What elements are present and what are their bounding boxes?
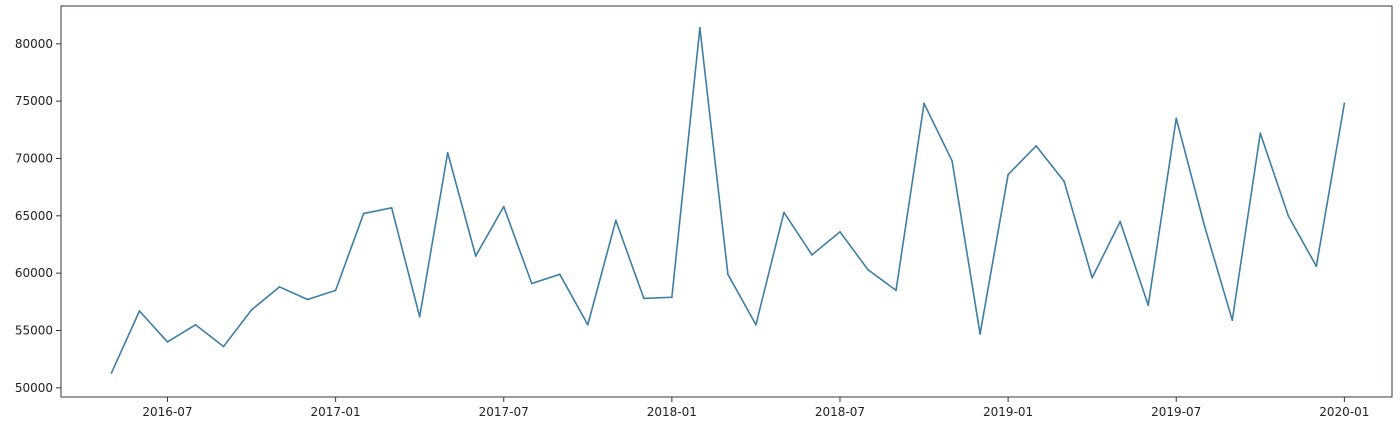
data-point: 2017-09: 59900 (558, 273, 561, 276)
data-point: 2019-02: 71100 (1035, 144, 1038, 147)
data-point: 2016-10: 56800 (250, 308, 253, 311)
data-point: 2016-11: 58800 (278, 286, 281, 288)
data-point: 2019-01: 68600 (1007, 173, 1010, 176)
data-point: 2017-07: 65800 (502, 205, 505, 208)
data-point: 2018-04: 55500 (755, 323, 757, 326)
data-point: 2018-11: 69800 (951, 159, 953, 162)
y-tick-label: 60000 (15, 266, 53, 280)
data-point: 2017-02: 65200 (362, 212, 365, 215)
data-point: 2017-01: 58500 (334, 289, 337, 292)
data-point: 2016-07: 54000 (166, 341, 169, 343)
data-point: 2016-08: 55500 (194, 323, 197, 326)
data-point: 2016-12: 57700 (306, 298, 309, 301)
x-tick-label: 2018-07 (815, 405, 865, 419)
x-tick-label: 2018-01 (647, 405, 697, 419)
data-point: 2018-07: 63600 (839, 230, 841, 233)
data-point: 2017-12: 57800 (642, 297, 645, 300)
data-point: 2018-05: 65300 (783, 211, 785, 214)
data-point: 2016-09: 53600 (222, 345, 225, 348)
y-tick-label: 50000 (15, 381, 53, 395)
data-point: 2016-06: 56700 (138, 310, 141, 312)
data-point: 2018-03: 59900 (727, 273, 729, 276)
x-tick-label: 2020-01 (1319, 405, 1369, 419)
y-axis: 50000 55000 60000 65000 70000 75000 80000 (15, 37, 61, 395)
data-point: 2019-07: 73500 (1175, 117, 1178, 120)
x-tick-label: 2016-07 (142, 405, 192, 419)
data-point: 2017-03: 65700 (390, 206, 393, 209)
data-point: 2017-05: 70500 (446, 151, 449, 154)
data-point: 2017-04: 56200 (418, 315, 421, 318)
data-point: 2019-04: 59600 (1091, 276, 1094, 279)
y-tick-label: 70000 (15, 152, 53, 166)
y-tick-label: 80000 (15, 37, 53, 51)
series-line (110, 26, 1346, 374)
x-tick-label: 2019-01 (983, 405, 1033, 419)
y-tick-label: 55000 (15, 323, 53, 337)
x-axis: 2016-07 2017-01 2017-07 2018-01 2018-07 2019-… (142, 397, 1369, 419)
data-point: 2019-06: 57200 (1147, 304, 1150, 307)
y-tick-label: 75000 (15, 94, 53, 108)
data-point: 2017-06: 61500 (474, 255, 477, 257)
data-point: 2016-05: 51300 (110, 372, 113, 374)
data-point: 2019-05: 64500 (1119, 220, 1122, 223)
data-point: 2017-10: 55500 (586, 323, 589, 326)
data-point: 2019-10: 72200 (1259, 132, 1262, 135)
data-point: 2018-08: 60300 (867, 268, 869, 271)
data-point: 2020-01: 74800 (1343, 102, 1346, 105)
x-tick-label: 2017-07 (479, 405, 529, 419)
data-point: 2018-09: 58500 (895, 289, 897, 292)
data-point: 2018-02: 81400 (698, 26, 701, 29)
data-point: 2017-08: 59100 (530, 282, 533, 285)
plot-area-frame (60, 5, 1393, 398)
data-point: 2017-11: 64600 (614, 219, 617, 222)
data-point: 2019-11: 65000 (1287, 214, 1290, 217)
data-point: 2018-01: 57900 (670, 296, 673, 299)
y-tick-label: 65000 (15, 209, 53, 223)
data-point: 2018-12: 54700 (979, 333, 981, 335)
x-tick-label: 2019-07 (1151, 405, 1201, 419)
data-point: 2019-09: 55900 (1231, 319, 1234, 322)
data-point: 2019-03: 68000 (1063, 180, 1066, 183)
data-point: 2018-06: 61600 (811, 253, 813, 256)
data-point: 2018-10: 74800 (923, 102, 925, 105)
data-point: 2019-08: 64200 (1203, 224, 1206, 226)
x-tick-label: 2017-01 (311, 405, 361, 419)
data-point: 2019-12: 60600 (1315, 265, 1318, 268)
